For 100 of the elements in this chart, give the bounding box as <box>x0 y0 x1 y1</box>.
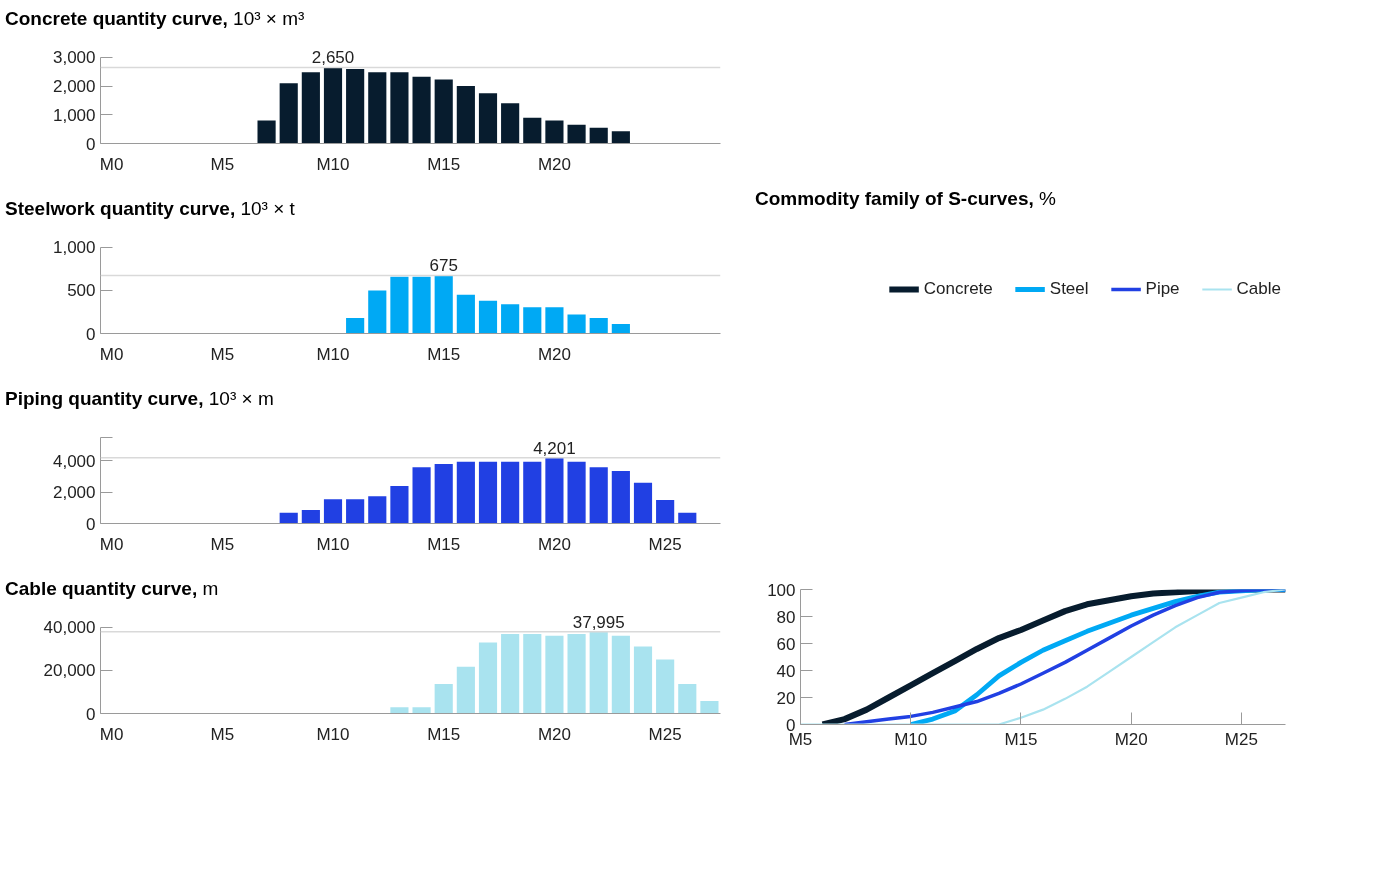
x-tick-label: M10 <box>316 154 350 174</box>
legend-label: Cable <box>1236 278 1281 299</box>
bar <box>501 304 520 334</box>
y-tick-label: 80 <box>776 607 796 627</box>
x-tick-label: M5 <box>210 724 235 744</box>
x-tick-label: M5 <box>210 534 235 554</box>
chart-title: Piping quantity curve, 10³ × m <box>5 387 274 411</box>
chart-title: Commodity family of S-curves, % <box>755 187 1056 211</box>
x-tick-label: M20 <box>537 534 571 554</box>
y-tick-label: 100 <box>767 580 796 600</box>
y-tick-label: 2,000 <box>52 483 96 503</box>
bar <box>390 72 409 144</box>
legend-label: Concrete <box>923 278 993 299</box>
bar <box>611 635 630 714</box>
bar <box>346 318 365 334</box>
bar <box>301 509 320 524</box>
bar <box>434 275 453 334</box>
bar <box>589 127 608 144</box>
x-tick-label: M15 <box>427 534 461 554</box>
y-tick-label: 60 <box>776 634 796 654</box>
bar <box>678 512 697 524</box>
x-tick-label: M0 <box>99 154 124 174</box>
x-tick-label: M20 <box>537 344 571 364</box>
bar <box>412 707 431 714</box>
ref-line-label: 2,650 <box>311 48 355 68</box>
bar <box>611 324 630 334</box>
bar <box>456 294 475 334</box>
bar <box>589 318 608 334</box>
bar <box>545 635 564 714</box>
bar <box>523 461 542 524</box>
x-tick-label: M20 <box>1114 729 1148 749</box>
y-tick-label: 3,000 <box>52 48 96 68</box>
x-tick-label: M0 <box>99 534 124 554</box>
bar <box>611 471 630 524</box>
ref-line-label: 675 <box>429 256 458 276</box>
x-tick-label: M0 <box>99 724 124 744</box>
bar <box>412 276 431 334</box>
bar <box>368 72 387 144</box>
bar <box>589 467 608 524</box>
bar <box>501 103 520 144</box>
bar <box>412 76 431 144</box>
chart-title: Cable quantity curve, m <box>5 577 219 601</box>
y-tick-label: 40 <box>776 661 796 681</box>
y-tick-label: 0 <box>86 134 96 154</box>
x-tick-label: M10 <box>316 534 350 554</box>
x-tick-label: M10 <box>316 724 350 744</box>
x-tick-label: M25 <box>1224 729 1258 749</box>
bar <box>656 659 675 714</box>
y-tick-label: 0 <box>86 324 96 344</box>
x-tick-label: M25 <box>648 724 682 744</box>
bar <box>279 83 298 144</box>
bar <box>633 646 653 714</box>
bar <box>279 512 298 524</box>
x-tick-label: M20 <box>537 154 571 174</box>
y-tick-label: 20,000 <box>43 661 96 681</box>
bar <box>567 314 586 334</box>
bar <box>567 124 586 144</box>
bar <box>501 634 520 714</box>
bar <box>412 467 431 524</box>
bar <box>390 276 409 334</box>
chart-title: Concrete quantity curve, 10³ × m³ <box>5 7 305 31</box>
bar <box>390 707 409 714</box>
bar <box>478 93 498 144</box>
bar <box>323 67 343 144</box>
bar <box>478 461 498 524</box>
y-tick-label: 0 <box>86 514 96 534</box>
y-tick-label: 4,000 <box>52 451 96 471</box>
x-tick-label: M20 <box>537 724 571 744</box>
bar <box>523 117 542 144</box>
y-tick-label: 1,000 <box>52 238 96 258</box>
bar <box>545 307 564 334</box>
bar <box>633 482 653 524</box>
bar <box>678 684 697 714</box>
bar <box>589 631 608 714</box>
bar <box>456 461 475 524</box>
bar <box>545 120 564 144</box>
bar <box>478 642 498 714</box>
bar <box>368 496 387 524</box>
y-tick-label: 0 <box>86 704 96 724</box>
x-tick-label: M5 <box>210 154 235 174</box>
bar <box>523 634 542 714</box>
y-tick-label: 20 <box>776 688 796 708</box>
chart-title: Steelwork quantity curve, 10³ × t <box>5 197 295 221</box>
bar <box>478 300 498 334</box>
bar <box>567 634 586 714</box>
legend-label: Steel <box>1049 278 1089 299</box>
y-tick-label: 40,000 <box>43 618 96 638</box>
x-tick-label: M10 <box>894 729 928 749</box>
x-tick-label: M0 <box>99 344 124 364</box>
bar <box>523 307 542 334</box>
bar <box>656 500 675 524</box>
bar <box>257 120 276 144</box>
x-tick-label: M15 <box>427 724 461 744</box>
bar <box>501 461 520 524</box>
bar <box>434 684 453 714</box>
bar <box>434 464 453 524</box>
bar <box>434 79 453 144</box>
bar <box>700 701 719 714</box>
bar <box>323 499 343 524</box>
bar <box>567 461 586 524</box>
